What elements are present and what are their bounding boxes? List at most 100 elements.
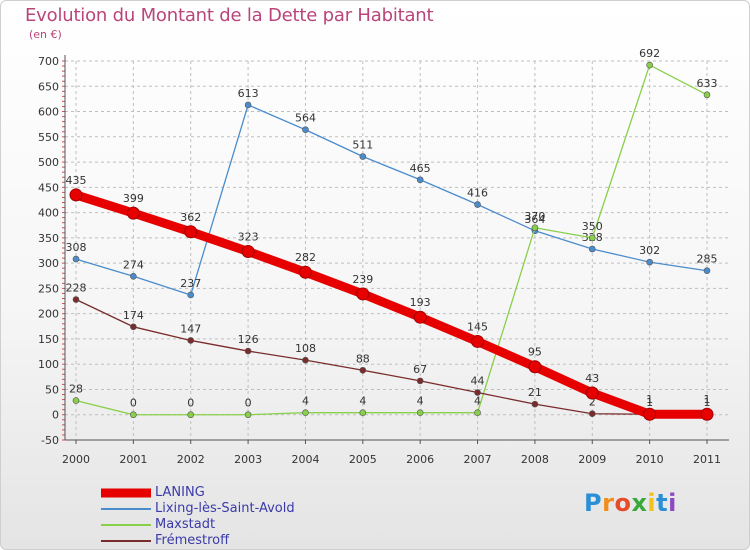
data-point-lixing-les-saint-avold	[359, 153, 367, 160]
legend-swatch	[101, 524, 151, 526]
data-point-maxstadt	[531, 224, 539, 232]
data-label-fremestroff: 147	[180, 322, 201, 335]
y-tick-label: 700	[38, 55, 59, 68]
chart-title: Evolution du Montant de la Dette par Hab…	[25, 5, 434, 26]
data-label-lixing-les-saint-avold: 465	[410, 162, 431, 175]
data-label-laning: 282	[295, 251, 316, 264]
y-tick-label: 100	[38, 358, 59, 371]
data-point-fremestroff	[302, 356, 309, 364]
data-label-maxstadt: 4	[417, 395, 424, 408]
legend-swatch	[101, 508, 151, 510]
data-point-lixing-les-saint-avold	[72, 255, 80, 263]
data-label-maxstadt: 4	[359, 395, 366, 408]
legend-label: Frémestroff	[155, 533, 230, 548]
data-point-lixing-les-saint-avold	[703, 267, 711, 275]
legend-swatch	[101, 488, 151, 498]
y-tick-label: 300	[38, 257, 59, 270]
data-point-fremestroff	[588, 410, 596, 418]
x-tick-label: 2011	[693, 453, 721, 466]
data-point-lixing-les-saint-avold	[588, 245, 596, 253]
logo-letter: P	[584, 489, 603, 517]
data-point-laning	[413, 310, 427, 324]
data-label-maxstadt: 0	[187, 397, 194, 410]
data-point-laning	[700, 407, 714, 421]
data-point-maxstadt	[302, 409, 309, 417]
data-point-fremestroff	[187, 337, 195, 344]
logo-letter: t	[656, 489, 669, 517]
data-label-lixing-les-saint-avold: 613	[238, 87, 259, 100]
data-label-fremestroff: 228	[66, 282, 87, 295]
data-label-lixing-les-saint-avold: 364	[524, 213, 545, 226]
legend-swatch	[101, 540, 151, 542]
data-label-laning: 399	[123, 192, 144, 205]
data-label-maxstadt: 0	[245, 397, 252, 410]
x-tick-label: 2005	[349, 453, 377, 466]
data-point-laning	[585, 386, 599, 400]
data-label-fremestroff: 2	[589, 396, 596, 409]
x-tick-label: 2003	[234, 453, 262, 466]
data-point-lixing-les-saint-avold	[302, 126, 309, 134]
x-tick-label: 2007	[464, 453, 492, 466]
chart-subtitle: (en €)	[29, 28, 62, 41]
data-point-fremestroff	[72, 296, 80, 303]
legend-label: Lixing-lès-Saint-Avold	[155, 501, 295, 516]
data-label-laning: 362	[180, 211, 201, 224]
data-point-laning	[126, 206, 140, 220]
data-label-maxstadt: 692	[639, 47, 660, 60]
data-point-maxstadt	[187, 411, 195, 419]
data-label-maxstadt: 4	[474, 395, 481, 408]
data-label-laning: 435	[66, 174, 87, 187]
data-point-laning	[298, 265, 312, 279]
y-tick-label: 650	[38, 80, 59, 93]
data-label-lixing-les-saint-avold: 308	[66, 241, 87, 254]
data-label-fremestroff: 67	[413, 363, 427, 376]
data-point-lixing-les-saint-avold	[187, 291, 195, 299]
data-label-fremestroff: 1	[704, 396, 711, 409]
y-tick-label: 400	[38, 207, 59, 220]
x-tick-label: 2008	[521, 453, 549, 466]
data-point-laning	[471, 334, 485, 348]
data-label-lixing-les-saint-avold: 416	[467, 187, 488, 200]
logo-letter: x	[631, 489, 648, 517]
data-label-laning: 1	[704, 393, 711, 406]
data-point-laning	[241, 245, 255, 259]
data-point-fremestroff	[474, 389, 481, 396]
x-tick-label: 2001	[119, 453, 147, 466]
data-label-lixing-les-saint-avold: 285	[697, 253, 718, 266]
data-label-laning: 323	[238, 231, 259, 244]
data-label-fremestroff: 108	[295, 342, 316, 355]
data-label-maxstadt: 633	[697, 77, 718, 90]
series-line-maxstadt	[75, 64, 708, 416]
y-tick-label: 500	[38, 156, 59, 169]
data-label-fremestroff: 126	[238, 333, 259, 346]
data-point-maxstadt	[359, 409, 367, 417]
data-label-laning: 95	[528, 346, 542, 359]
data-point-maxstadt	[646, 61, 653, 69]
x-tick-label: 2002	[177, 453, 205, 466]
y-tick-label: 150	[38, 333, 59, 346]
data-label-lixing-les-saint-avold: 511	[352, 139, 373, 152]
data-label-maxstadt: 0	[130, 397, 137, 410]
data-label-lixing-les-saint-avold: 237	[180, 277, 201, 290]
data-point-maxstadt	[474, 409, 481, 417]
x-tick-label: 2006	[406, 453, 434, 466]
data-label-maxstadt: 28	[69, 383, 83, 396]
data-label-lixing-les-saint-avold: 274	[123, 258, 144, 271]
y-tick-label: 50	[45, 383, 59, 396]
series-line-laning	[71, 190, 712, 419]
data-point-lixing-les-saint-avold	[474, 201, 481, 208]
series-line-fremestroff	[75, 298, 708, 415]
data-point-fremestroff	[130, 323, 137, 331]
data-point-laning	[184, 225, 198, 239]
data-point-maxstadt	[703, 91, 711, 99]
data-point-lixing-les-saint-avold	[244, 101, 252, 109]
x-tick-label: 2004	[291, 453, 319, 466]
data-point-lixing-les-saint-avold	[646, 258, 653, 266]
logo-letter: i	[668, 489, 677, 517]
data-label-laning: 43	[585, 372, 599, 385]
data-label-laning: 193	[410, 296, 431, 309]
y-tick-label: 350	[38, 232, 59, 245]
data-point-maxstadt	[244, 411, 252, 419]
data-label-maxstadt: 370	[524, 210, 545, 223]
